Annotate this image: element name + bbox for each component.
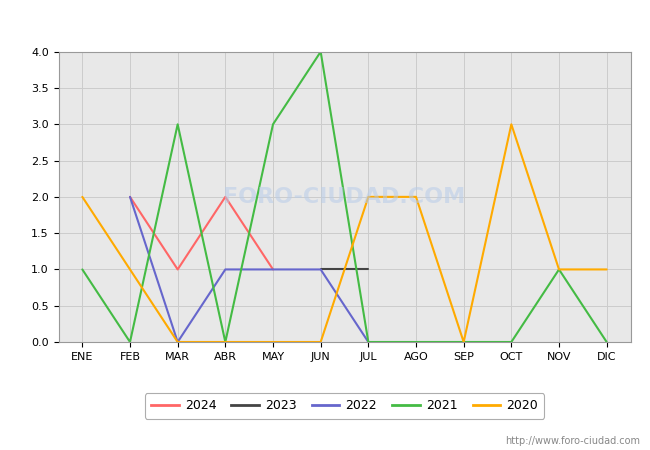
Text: http://www.foro-ciudad.com: http://www.foro-ciudad.com <box>505 436 640 446</box>
Legend: 2024, 2023, 2022, 2021, 2020: 2024, 2023, 2022, 2021, 2020 <box>145 393 544 419</box>
Text: Matriculaciones de Vehiculos en Valle de la Serena: Matriculaciones de Vehiculos en Valle de… <box>115 14 535 33</box>
Text: FORO-CIUDAD.COM: FORO-CIUDAD.COM <box>224 187 465 207</box>
